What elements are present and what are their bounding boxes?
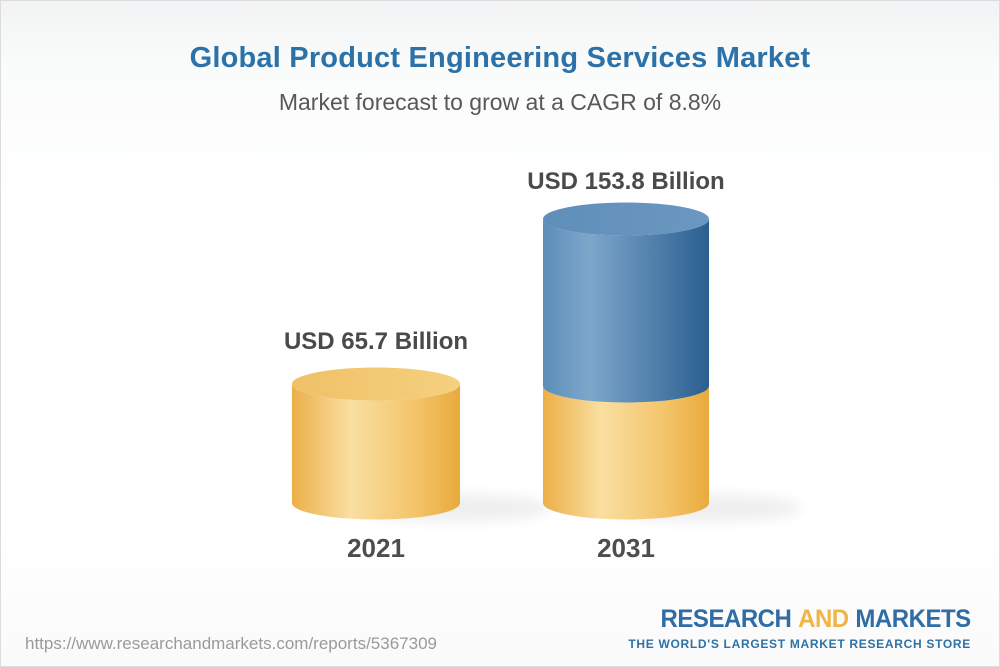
bar-2031-value-label: USD 153.8 Billion [527, 168, 725, 195]
bar-2031-blue-segment [543, 219, 709, 403]
chart-title: Global Product Engineering Services Mark… [189, 42, 811, 74]
logo-word-research: RESEARCH [660, 605, 792, 633]
logo-word-markets: MARKETS [855, 605, 972, 633]
report-url[interactable]: https://www.researchandmarkets.com/repor… [25, 634, 437, 653]
bar-2021-year-label: 2021 [347, 533, 405, 563]
bar-2031-cylinder [543, 202, 709, 520]
bar-2021-value-label: USD 65.7 Billion [283, 328, 469, 355]
logo-tagline: THE WORLD'S LARGEST MARKET RESEARCH STOR… [628, 637, 971, 651]
bar-2031-gold-segment [543, 386, 709, 520]
logo-word-and: AND [798, 605, 849, 633]
bar-2031-year-label: 2031 [597, 533, 655, 563]
bar-2021-cylinder [292, 367, 460, 520]
chart-subtitle: Market forecast to grow at a CAGR of 8.8… [278, 89, 722, 115]
research-and-markets-logo: RESEARCH AND MARKETS THE WORLD'S LARGEST… [628, 605, 971, 651]
logo-wordmark: RESEARCH AND MARKETS [642, 605, 972, 634]
